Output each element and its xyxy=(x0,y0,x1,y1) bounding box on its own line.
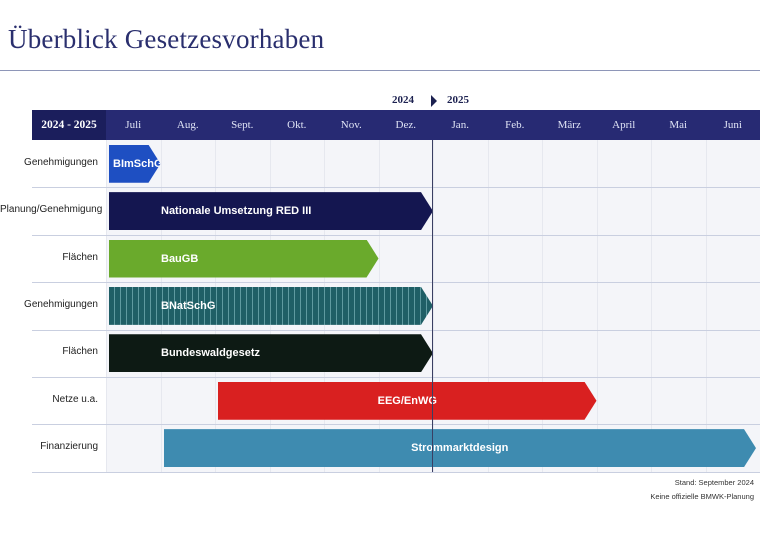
row-label: Planung/Genehmigung xyxy=(0,204,103,216)
row-label: Finanzierung xyxy=(40,441,98,453)
gantt-bar: BImSchG xyxy=(109,145,161,183)
row-divider xyxy=(32,187,760,189)
month-header: Okt. xyxy=(287,119,307,131)
gantt-bar: Strommarktdesign xyxy=(164,429,757,467)
bar-label: Bundeswaldgesetz xyxy=(161,347,261,360)
month-header: Mai xyxy=(669,119,688,131)
row-divider xyxy=(32,234,760,236)
row-label: Flächen xyxy=(62,346,98,358)
month-header: Aug. xyxy=(176,119,199,131)
month-header: Feb. xyxy=(505,119,525,131)
month-header: Jan. xyxy=(451,119,469,131)
gantt-bar: BNatSchG xyxy=(109,287,433,325)
bar-label: EEG/EnWG xyxy=(377,394,437,407)
year-label-2025: 2025 xyxy=(447,94,469,106)
row-divider xyxy=(32,377,760,378)
bar-label: BNatSchG xyxy=(161,299,216,312)
row-label: Netze u.a. xyxy=(52,393,98,405)
footer-disclaimer: Keine offizielle BMWK-Planung xyxy=(650,492,754,501)
bar-label: BauGB xyxy=(161,252,199,265)
row-label: Flächen xyxy=(62,251,98,263)
title-divider xyxy=(0,70,760,71)
gantt-bar: BauGB xyxy=(109,240,379,278)
month-gridline xyxy=(705,140,707,472)
row-divider xyxy=(32,471,760,473)
bar-label: Strommarktdesign xyxy=(411,442,509,455)
page-title: Überblick Gesetzesvorhaben xyxy=(8,24,325,54)
row-divider xyxy=(32,329,760,331)
month-gridline xyxy=(433,140,434,472)
timeline-header xyxy=(32,110,760,140)
year-label-2024: 2024 xyxy=(392,94,414,106)
row-divider xyxy=(32,424,760,426)
year-transition-arrow-icon xyxy=(431,95,437,107)
month-header: Nov. xyxy=(340,119,362,131)
month-header: Juni xyxy=(723,119,742,131)
month-gridline xyxy=(106,140,107,472)
month-gridline xyxy=(542,140,543,472)
row-label: Genehmigungen xyxy=(24,298,98,310)
month-header: Dez. xyxy=(395,119,416,131)
month-gridline xyxy=(487,140,489,472)
month-gridline xyxy=(596,140,598,472)
gantt-bar: Bundeswaldgesetz xyxy=(109,334,433,372)
gantt-bar: EEG/EnWG xyxy=(218,382,597,420)
footer-status: Stand: September 2024 xyxy=(674,478,754,487)
year-boundary-line xyxy=(432,140,433,472)
month-gridline xyxy=(651,140,652,472)
row-label: Genehmigungen xyxy=(24,156,98,168)
month-header: Sept. xyxy=(231,119,254,131)
row-divider xyxy=(32,282,760,284)
gantt-bar: Nationale Umsetzung RED III xyxy=(109,192,433,230)
month-header: April xyxy=(612,119,636,131)
bar-label: BImSchG xyxy=(113,157,163,170)
bar-label: Nationale Umsetzung RED III xyxy=(161,205,312,218)
month-header: März xyxy=(557,119,581,131)
timeline-range-label: 2024 - 2025 xyxy=(32,110,106,140)
month-header: Juli xyxy=(125,119,142,131)
